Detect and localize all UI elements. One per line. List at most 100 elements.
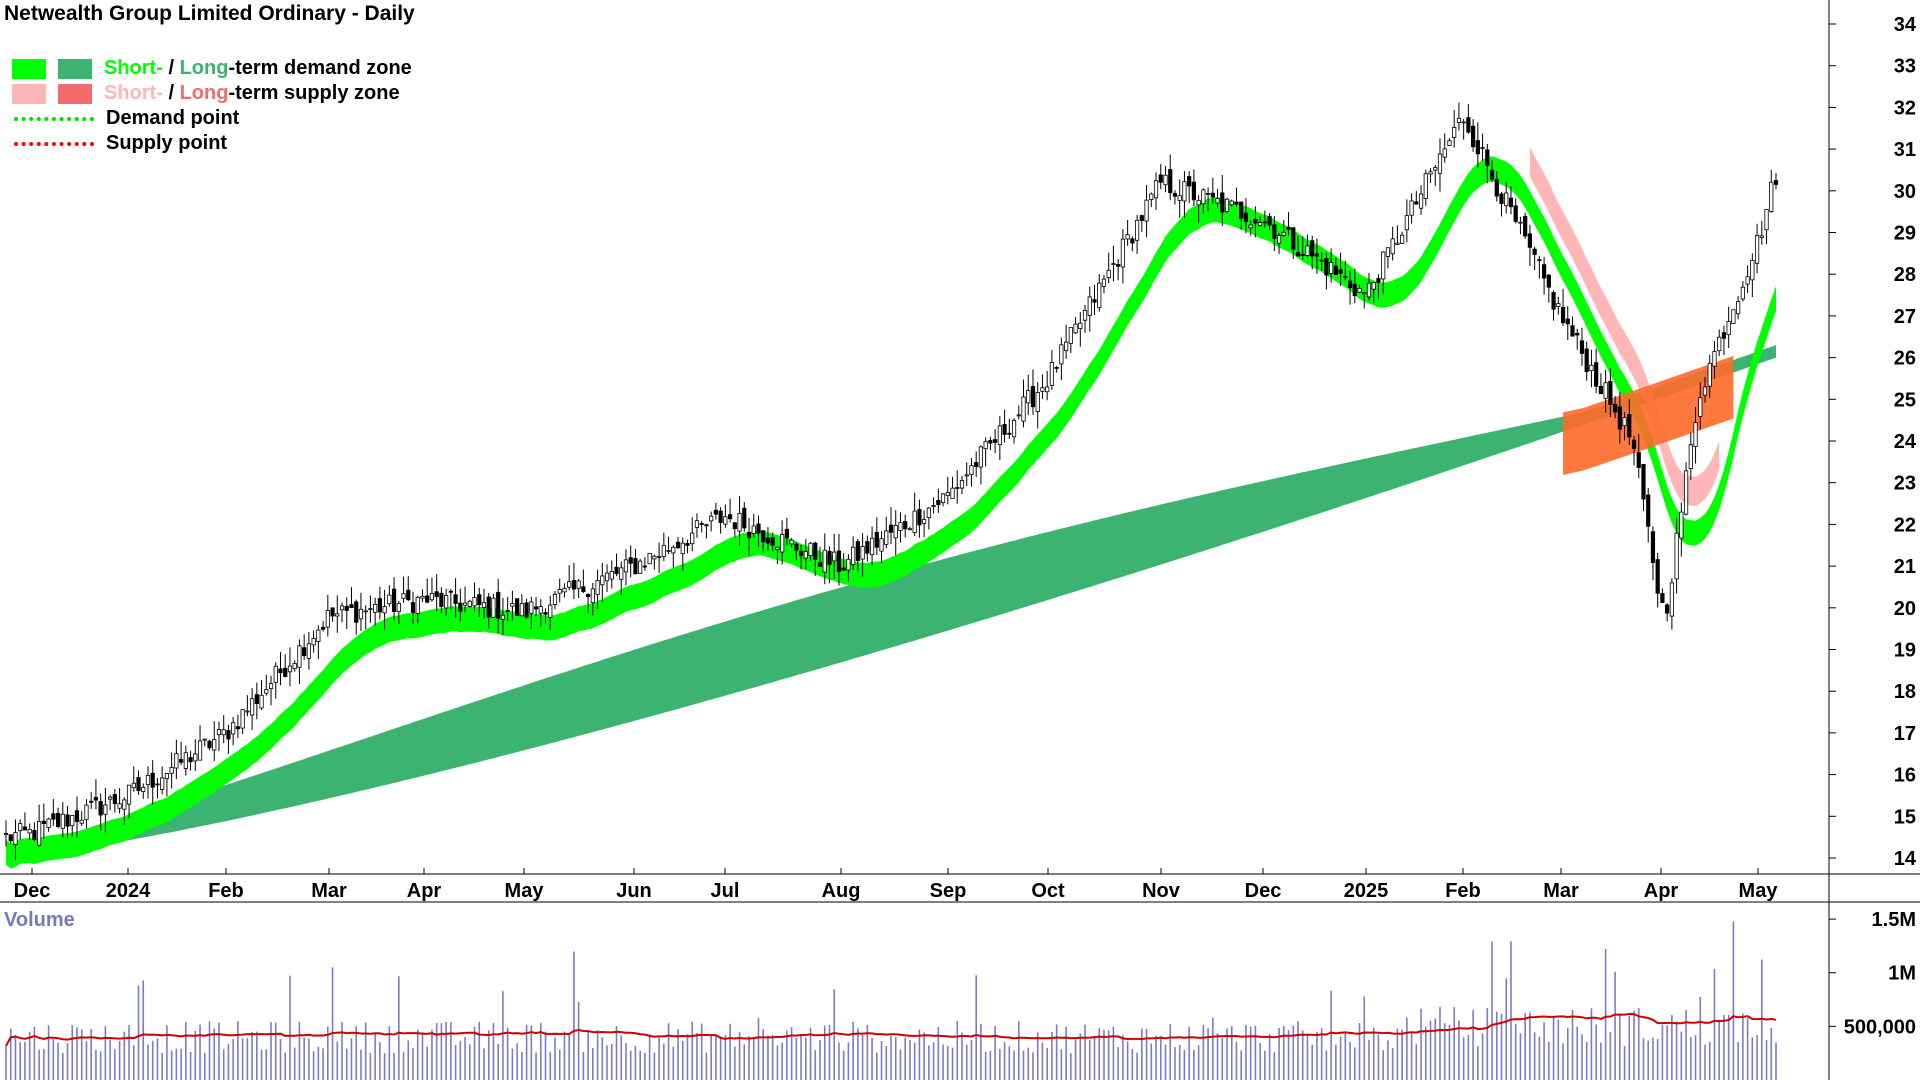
candle-body: [1239, 201, 1244, 219]
candle-body: [74, 810, 80, 822]
y-tick-label: 23: [1894, 473, 1916, 495]
candle-body: [1475, 140, 1480, 155]
candle-body: [1489, 169, 1495, 180]
candle-body: [940, 493, 946, 504]
candle-body: [306, 643, 311, 659]
candle-body: [1480, 147, 1485, 150]
candle-body: [1059, 344, 1064, 365]
candle-body: [1712, 351, 1717, 367]
candle-body: [1508, 197, 1514, 208]
candle-body: [226, 730, 231, 740]
candle-body: [978, 446, 984, 468]
candle-body: [1693, 422, 1698, 447]
candle-body: [1357, 287, 1362, 293]
candle-body: [1542, 264, 1547, 279]
candle-body: [1442, 148, 1447, 158]
candle-body: [1575, 332, 1580, 336]
candle-body: [1461, 121, 1466, 124]
candle-body: [955, 487, 960, 489]
candle-body: [3, 833, 9, 835]
candle-body: [912, 510, 917, 533]
candle-body: [1688, 444, 1693, 469]
candle-body: [1764, 209, 1769, 231]
candle-body: [150, 772, 155, 788]
candle-body: [1276, 235, 1282, 244]
candle-body: [1291, 227, 1296, 250]
candle-body: [1665, 604, 1670, 614]
candle-body: [1196, 199, 1201, 206]
candle-body: [926, 507, 931, 518]
candle-body: [1286, 226, 1291, 230]
candle-body: [1627, 414, 1632, 438]
candle-body: [647, 553, 652, 565]
y-tick-label: 22: [1894, 514, 1916, 536]
candle-body: [898, 522, 903, 531]
candle-body: [278, 668, 283, 674]
candle-body: [1144, 199, 1149, 222]
candle-body: [1395, 242, 1400, 245]
candle-body: [1437, 153, 1443, 174]
candle-body: [614, 566, 619, 575]
legend-demand-short: Short-: [104, 57, 163, 79]
x-tick-label: Feb: [1445, 880, 1481, 902]
candle-body: [851, 546, 856, 565]
x-tick-label: 2025: [1344, 880, 1389, 902]
candle-body: [363, 610, 368, 613]
candle-body: [836, 550, 842, 572]
candle-body: [145, 774, 151, 786]
candle-body: [1106, 269, 1111, 279]
candle-body: [505, 610, 510, 612]
candle-body: [415, 596, 420, 614]
y-tick-label: 34: [1894, 14, 1917, 36]
candle-body: [604, 572, 610, 582]
candle-body: [330, 607, 335, 617]
candle-body: [1191, 181, 1196, 201]
candle-body: [439, 592, 444, 608]
candle-body: [292, 663, 297, 670]
candle-body: [633, 558, 638, 575]
candle-body: [297, 645, 302, 668]
x-tick-label: Sep: [930, 880, 967, 902]
volume-tick-label: 1M: [1888, 963, 1916, 985]
legend-supply-rest: -term supply zone: [228, 82, 400, 104]
candle-body: [727, 514, 733, 520]
candle-body: [406, 589, 411, 601]
candle-body: [136, 777, 141, 791]
x-tick-labels: Dec 2024 Feb Mar Apr May Jun Jul Aug Sep Oct Nov Dec…: [14, 868, 1778, 902]
candle-body: [538, 606, 543, 614]
candle-body: [1641, 464, 1646, 500]
candle-body: [1726, 321, 1731, 336]
candle-body: [657, 556, 662, 558]
candle-body: [903, 521, 908, 530]
candle-body: [434, 591, 439, 598]
candle-body: [1471, 125, 1476, 148]
candle-body: [1097, 282, 1102, 308]
candle-body: [108, 796, 113, 800]
candle-body: [1499, 193, 1504, 204]
volume-layer: [5, 921, 1777, 1080]
candle-body: [368, 608, 373, 611]
candle-body: [18, 823, 23, 832]
candle-body: [756, 523, 761, 534]
candle-body: [1310, 240, 1315, 257]
candle-body: [671, 546, 676, 554]
candle-body: [188, 757, 193, 763]
candle-body: [1040, 387, 1045, 392]
candle-body: [448, 590, 453, 593]
x-tick-label: Dec: [14, 880, 51, 902]
y-tick-labels: 14 15 16 17 18 19 20 21 22 23 24 25 26 27 28 29 30 31 32 33…: [1829, 14, 1917, 870]
long-demand-swatch: [58, 58, 92, 79]
candle-body: [1026, 390, 1031, 404]
candle-body: [1371, 282, 1376, 290]
candle-body: [1035, 391, 1040, 412]
legend-supply-zone: Short- / Long -term supply zone: [12, 81, 412, 106]
candle-body: [775, 546, 780, 550]
candle-body: [1537, 259, 1542, 262]
candle-body: [581, 586, 586, 593]
candle-body: [1054, 367, 1059, 369]
legend-demand-point-label: Demand point: [106, 107, 240, 129]
legend-demand-point: Demand point: [12, 106, 412, 131]
candle-body: [486, 596, 491, 618]
